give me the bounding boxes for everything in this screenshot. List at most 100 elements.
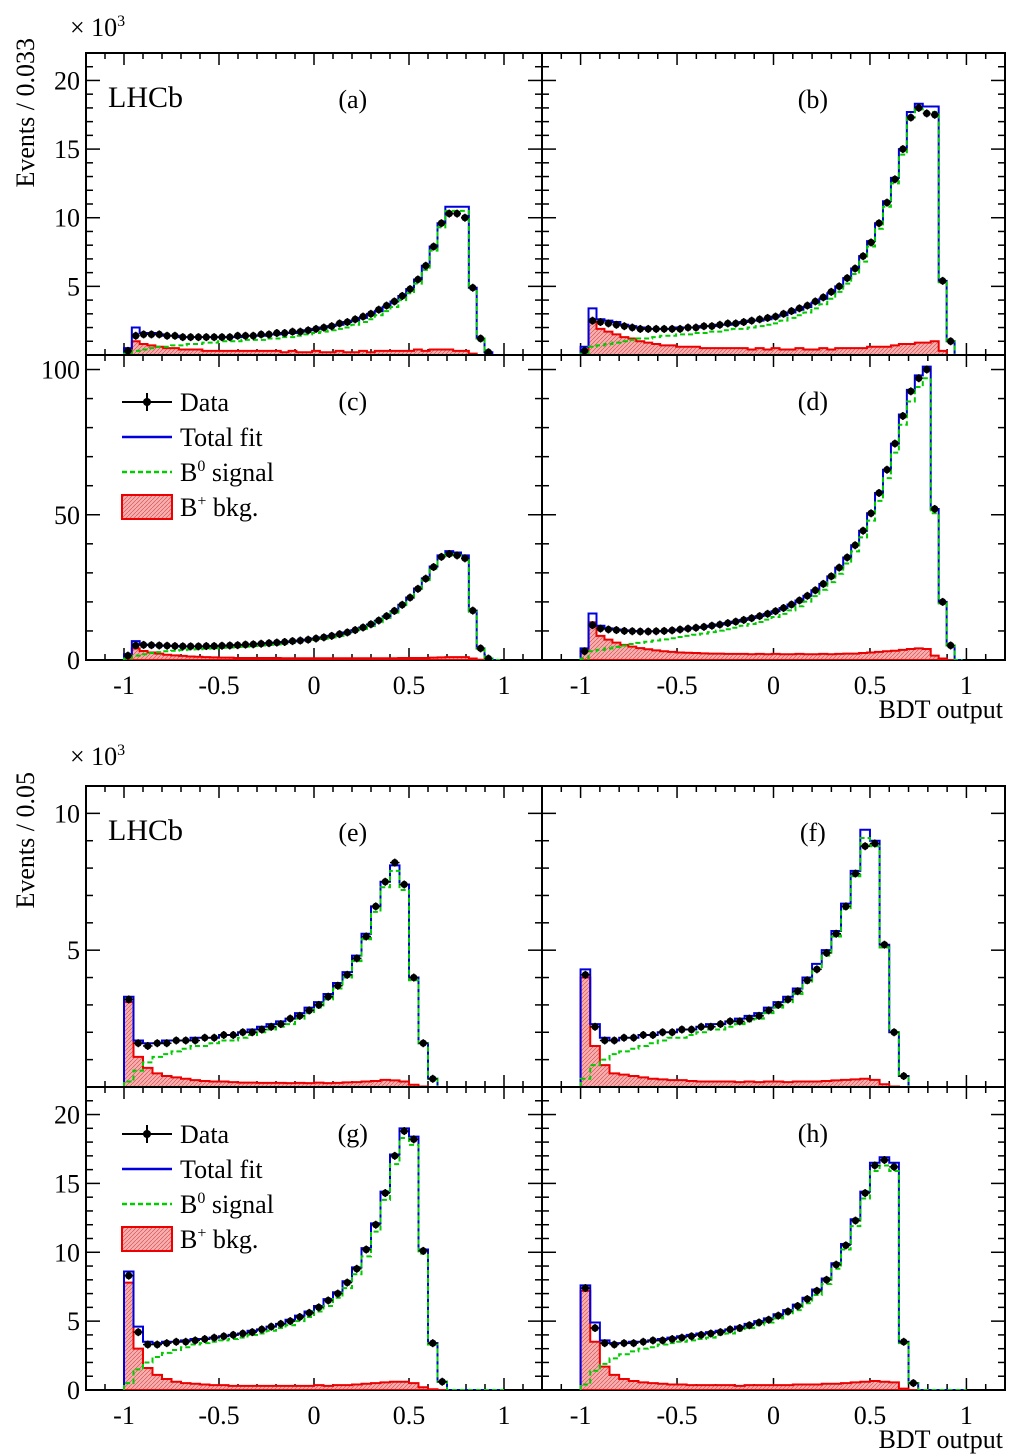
x-tick-label: 0 bbox=[308, 671, 321, 700]
data-point bbox=[843, 553, 851, 562]
y-tick-label: 20 bbox=[54, 66, 80, 95]
data-point bbox=[359, 312, 367, 321]
data-point bbox=[899, 145, 907, 153]
data-point bbox=[630, 1034, 638, 1042]
legend-total-label: Total fit bbox=[180, 423, 263, 452]
x-tick-label: -0.5 bbox=[656, 671, 697, 700]
data-point bbox=[794, 987, 802, 995]
data-point bbox=[296, 1012, 304, 1020]
data-point bbox=[353, 1265, 361, 1273]
data-point bbox=[716, 1328, 725, 1336]
data-point bbox=[591, 1324, 599, 1332]
data-point bbox=[803, 301, 811, 310]
plot-area bbox=[123, 1127, 504, 1390]
data-point bbox=[334, 1289, 342, 1298]
data-point bbox=[438, 1378, 446, 1386]
data-point bbox=[813, 1287, 821, 1295]
data-point bbox=[875, 489, 883, 497]
data-point bbox=[724, 619, 732, 627]
data-point bbox=[239, 1329, 247, 1338]
data-point bbox=[226, 333, 234, 341]
data-point bbox=[813, 965, 821, 973]
data-point bbox=[125, 1272, 133, 1280]
x-tick-label: 1 bbox=[960, 671, 973, 700]
data-point bbox=[610, 1340, 618, 1349]
data-point bbox=[851, 1216, 860, 1225]
data-point bbox=[861, 842, 869, 850]
data-point bbox=[596, 625, 605, 633]
data-point bbox=[163, 1339, 171, 1347]
bkg-histogram bbox=[123, 1281, 504, 1390]
data-point bbox=[343, 628, 351, 637]
data-point bbox=[891, 439, 899, 448]
data-point bbox=[234, 332, 242, 340]
y-tick-label: 15 bbox=[54, 135, 80, 164]
data-point bbox=[620, 322, 628, 330]
y-tick-label: 5 bbox=[67, 936, 80, 965]
data-point bbox=[258, 1325, 266, 1333]
data-point bbox=[771, 312, 780, 321]
signal-line bbox=[579, 836, 967, 1087]
data-point bbox=[658, 1028, 667, 1036]
data-point bbox=[883, 466, 891, 474]
data-point bbox=[923, 365, 931, 374]
y-tick-label: 5 bbox=[67, 1307, 80, 1336]
data-point bbox=[726, 1017, 734, 1025]
x-tick-label: 0 bbox=[767, 671, 780, 700]
data-point bbox=[163, 332, 171, 340]
data-point bbox=[612, 321, 620, 329]
data-point bbox=[697, 1331, 705, 1339]
data-point bbox=[899, 412, 907, 420]
y-tick-label: 0 bbox=[67, 1376, 80, 1405]
top-x-axis-label: BDT output bbox=[879, 695, 1004, 724]
legend-data-marker bbox=[143, 398, 151, 406]
data-point bbox=[359, 623, 367, 632]
panel-h: -1 -0.5 0 0.5 1 (h) bbox=[541, 1086, 1006, 1430]
data-point bbox=[477, 334, 485, 343]
data-point bbox=[588, 621, 597, 629]
data-point bbox=[736, 1324, 744, 1332]
data-point bbox=[909, 1379, 917, 1387]
data-point bbox=[784, 1307, 792, 1316]
data-point bbox=[296, 1313, 304, 1321]
data-point bbox=[286, 1014, 294, 1023]
plot-area bbox=[579, 828, 967, 1087]
data-point bbox=[132, 332, 140, 340]
data-point bbox=[367, 620, 375, 628]
data-point bbox=[312, 634, 320, 643]
data-point bbox=[676, 625, 684, 634]
data-point bbox=[732, 319, 740, 328]
bkg-histogram bbox=[123, 647, 501, 660]
data-point bbox=[382, 612, 391, 620]
data-point bbox=[171, 332, 179, 340]
data-point bbox=[931, 111, 939, 119]
x-tick-label: -1 bbox=[113, 1401, 135, 1430]
data-point bbox=[305, 1006, 313, 1014]
data-point bbox=[580, 647, 589, 655]
data-point bbox=[803, 976, 811, 984]
data-point bbox=[867, 509, 875, 517]
data-point bbox=[381, 1189, 389, 1197]
data-point bbox=[732, 618, 740, 626]
data-point bbox=[367, 310, 375, 318]
y-tick-label: 10 bbox=[54, 1238, 80, 1267]
data-point bbox=[202, 333, 210, 341]
data-point bbox=[400, 1127, 408, 1135]
data-point bbox=[716, 620, 724, 629]
data-point bbox=[210, 642, 218, 650]
legend-bkg-label: B+ bkg. bbox=[180, 493, 258, 522]
data-point bbox=[779, 604, 788, 612]
data-point bbox=[343, 318, 351, 326]
data-point bbox=[375, 306, 383, 314]
data-point bbox=[453, 551, 461, 560]
data-point bbox=[248, 1328, 256, 1336]
data-point bbox=[144, 1340, 152, 1349]
data-point bbox=[124, 347, 132, 355]
data-point bbox=[429, 1339, 437, 1347]
data-point bbox=[890, 1163, 898, 1171]
data-point bbox=[265, 639, 273, 647]
data-point bbox=[726, 1325, 734, 1333]
data-point bbox=[880, 1156, 889, 1164]
data-point bbox=[628, 323, 636, 332]
legend-total-label: Total fit bbox=[180, 1155, 263, 1184]
